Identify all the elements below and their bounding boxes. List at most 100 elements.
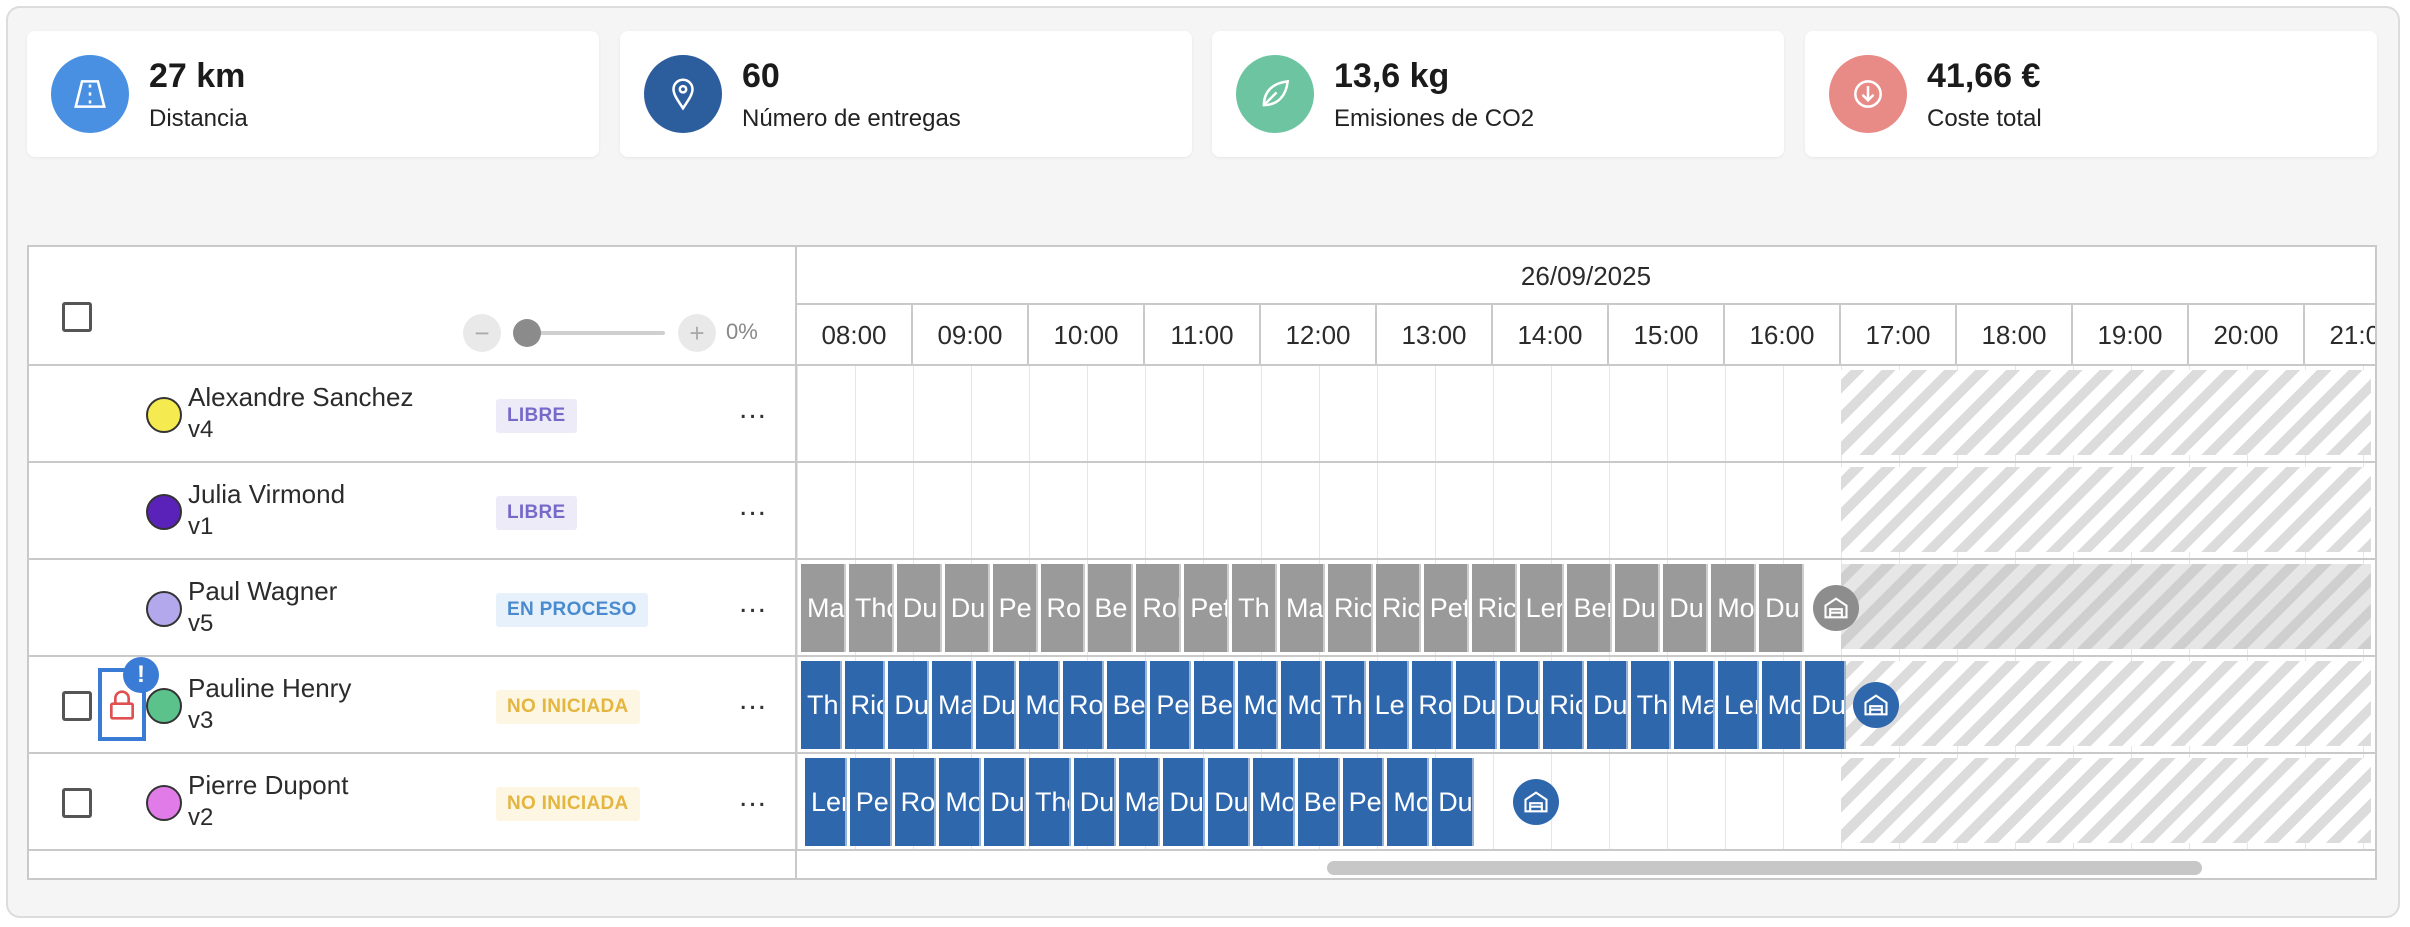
status-badge: LIBRE [496, 399, 577, 433]
delivery-task[interactable]: Du [888, 661, 929, 749]
delivery-task[interactable]: Mo [1711, 564, 1757, 652]
zoom-out-button[interactable]: − [463, 314, 501, 352]
driver-vehicle: v2 [188, 804, 214, 831]
driver-vehicle: v4 [188, 416, 214, 443]
timeline-rows: MaThoDuDuPeRoBeRolPetThMaRicRicPetRicLer… [797, 366, 2375, 851]
delivery-task[interactable]: Ler [805, 758, 847, 846]
delivery-task[interactable]: Ler [1519, 564, 1565, 652]
delivery-task[interactable]: Ric [1471, 564, 1517, 652]
delivery-task[interactable]: Th [1630, 661, 1672, 749]
hour-label: 18:00 [1957, 305, 2073, 366]
delivery-task[interactable]: Du [975, 661, 1017, 749]
delivery-task[interactable]: Ma [1674, 661, 1715, 749]
delivery-task[interactable]: Du [1805, 661, 1846, 749]
warehouse-icon[interactable] [1813, 585, 1859, 631]
delivery-task[interactable]: Pe [992, 564, 1038, 652]
zoom-percent: 0% [726, 319, 758, 344]
delivery-task[interactable]: Du [1163, 758, 1206, 846]
delivery-task[interactable]: Ric [1327, 564, 1373, 652]
delivery-task[interactable]: Mo [1281, 661, 1322, 749]
horizontal-scrollbar[interactable] [797, 851, 2375, 878]
delivery-task[interactable]: Du [1759, 564, 1804, 652]
zoom-in-button[interactable]: + [678, 314, 716, 352]
delivery-task[interactable]: Du [1456, 661, 1497, 749]
delivery-task[interactable]: Ric [844, 661, 886, 749]
timeline-panel: 26/09/2025 08:00 09:00 10:00 11:00 12:00 13:0… [797, 247, 2375, 878]
driver-row[interactable]: Julia Virmond v1 LIBRE... [29, 463, 797, 560]
delivery-task[interactable]: Pet [1423, 564, 1469, 652]
route-planner-grid: − + 0% Alexandre Sanchez v4 LIBRE... Julia … [27, 245, 2377, 880]
delivery-task[interactable]: Mo [1761, 661, 1803, 749]
more-options-button[interactable]: ... [739, 586, 768, 619]
delivery-task[interactable]: Ber [1194, 661, 1235, 749]
delivery-task[interactable]: Ma [1118, 758, 1161, 846]
driver-name: Paul Wagner [188, 576, 338, 606]
more-options-button[interactable]: ... [739, 489, 768, 522]
delivery-task[interactable]: Ric [1543, 661, 1584, 749]
lock-toggle[interactable] [98, 668, 146, 741]
unavailable-time-area [1841, 661, 2371, 746]
more-options-button[interactable]: ... [739, 392, 768, 425]
driver-row[interactable]: Paul Wagner v5 EN PROCESO... [29, 560, 797, 657]
delivery-task[interactable]: Ric [1375, 564, 1421, 652]
kpi-card-n-mero-de-entregas: 60 Número de entregas [620, 31, 1192, 157]
delivery-task[interactable]: Ro [1063, 661, 1104, 749]
kpi-label: Coste total [1927, 105, 2042, 132]
delivery-task[interactable]: Th [1232, 564, 1278, 652]
delivery-task[interactable]: Rol [1412, 661, 1453, 749]
delivery-task[interactable]: Tho [848, 564, 894, 652]
delivery-task[interactable]: Rol [1136, 564, 1182, 652]
delivery-task[interactable]: Ma [1280, 564, 1325, 652]
delivery-task[interactable]: Du [1432, 758, 1474, 846]
delivery-task[interactable]: Ber [1297, 758, 1340, 846]
driver-row[interactable]: Pierre Dupont v2 NO INICIADA... [29, 754, 797, 851]
delivery-task[interactable]: Du [984, 758, 1026, 846]
delivery-task[interactable]: Le [1368, 661, 1410, 749]
delivery-task[interactable]: Pet [1184, 564, 1230, 652]
driver-checkbox[interactable] [62, 691, 92, 721]
scrollbar-thumb[interactable] [1327, 861, 2202, 875]
delivery-task[interactable]: Du [1073, 758, 1116, 846]
driver-name: Julia Virmond [188, 479, 346, 509]
delivery-task[interactable]: Du [944, 564, 990, 652]
delivery-task[interactable]: Pe [1150, 661, 1191, 749]
delivery-task[interactable]: Du [1499, 661, 1541, 749]
warehouse-icon[interactable] [1513, 779, 1559, 825]
delivery-task[interactable]: Tho [1029, 758, 1071, 846]
select-all-checkbox[interactable] [62, 302, 92, 332]
delivery-task[interactable]: Ro [1040, 564, 1086, 652]
delivery-task[interactable]: Be [1088, 564, 1134, 652]
more-options-button[interactable]: ... [739, 683, 768, 716]
kpi-card-emisiones-de-co2: 13,6 kg Emisiones de CO2 [1212, 31, 1784, 157]
delivery-task[interactable]: Mo [1387, 758, 1430, 846]
delivery-task[interactable]: Ber [1567, 564, 1613, 652]
delivery-task[interactable]: Ma [801, 564, 846, 652]
zoom-slider-track[interactable] [525, 331, 665, 335]
delivery-task[interactable]: Du [1587, 661, 1628, 749]
driver-checkbox[interactable] [62, 788, 92, 818]
delivery-task[interactable]: Du [1663, 564, 1709, 652]
delivery-task[interactable]: Ma [932, 661, 973, 749]
delivery-task[interactable]: Du [1615, 564, 1661, 652]
delivery-task[interactable]: Th [1325, 661, 1366, 749]
warehouse-icon[interactable] [1853, 682, 1899, 728]
delivery-task[interactable]: Pe [849, 758, 892, 846]
zoom-slider-thumb[interactable] [513, 319, 541, 347]
delivery-task[interactable]: Du [896, 564, 942, 652]
driver-row[interactable]: Alexandre Sanchez v4 LIBRE... [29, 366, 797, 463]
delivery-task[interactable]: Ler [1718, 661, 1759, 749]
hour-label: 20:00 [2189, 305, 2305, 366]
delivery-task[interactable]: Mo [939, 758, 982, 846]
delivery-task[interactable]: Mo [1019, 661, 1060, 749]
more-options-button[interactable]: ... [739, 780, 768, 813]
delivery-task[interactable]: Du [1208, 758, 1250, 846]
delivery-task[interactable]: Be [1106, 661, 1148, 749]
delivery-task[interactable]: Pe [1342, 758, 1385, 846]
delivery-task[interactable]: Mo [1253, 758, 1295, 846]
delivery-task[interactable]: Th [801, 661, 842, 749]
kpi-value: 27 km [149, 57, 246, 95]
delivery-task[interactable]: Mo [1237, 661, 1279, 749]
delivery-task[interactable]: Rol [894, 758, 937, 846]
driver-row[interactable]: ! Pauline Henry v3 NO INICIADA... [29, 657, 797, 754]
driver-vehicle: v5 [188, 610, 214, 637]
